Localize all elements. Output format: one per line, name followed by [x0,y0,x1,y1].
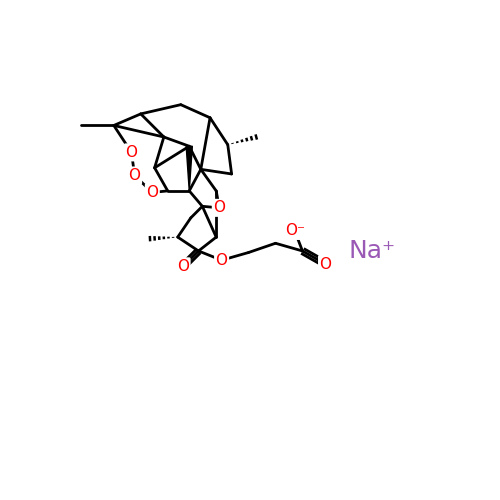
Polygon shape [183,251,198,266]
Text: Na⁺: Na⁺ [348,239,396,263]
Polygon shape [186,146,192,191]
Text: O: O [126,145,138,160]
Text: O: O [177,259,189,274]
Text: O: O [146,185,158,200]
Text: O: O [320,256,332,272]
Text: O: O [128,168,140,183]
Text: O: O [214,200,226,216]
Text: O⁻: O⁻ [285,224,305,238]
Text: O: O [216,252,228,268]
